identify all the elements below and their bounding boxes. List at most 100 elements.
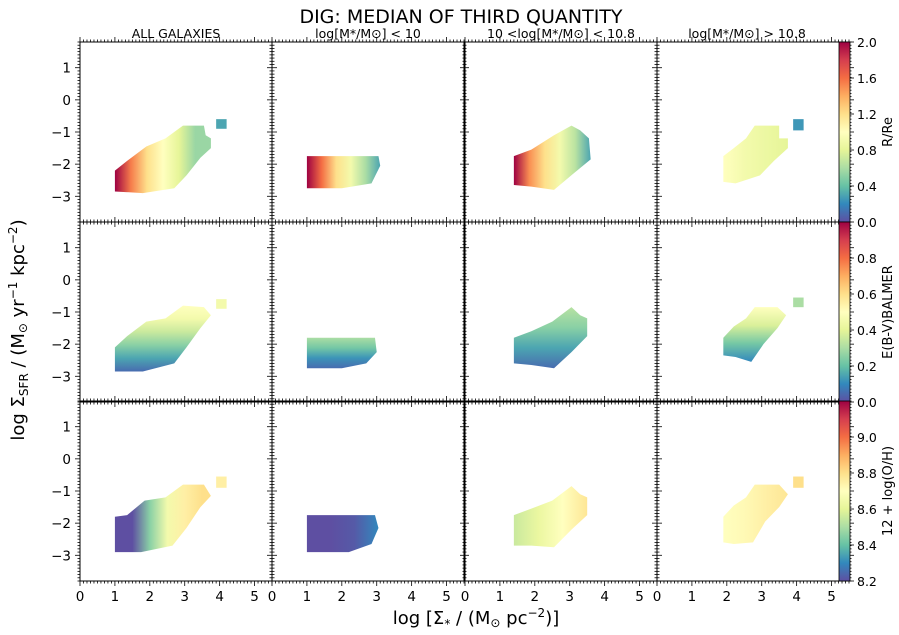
heatmap-region [513, 307, 588, 369]
x-tick-label: 0 [461, 589, 470, 605]
panel-r1-c3 [652, 217, 854, 407]
y-label-sub: SFR [17, 373, 31, 396]
panel-r0-c0: 1 0 −1 −2 −3 [51, 37, 277, 227]
x-tick-label: 0 [653, 589, 662, 605]
x-tick-label: 2 [723, 589, 732, 605]
panel-r1-c0: 1 0 −1 −2 −3 [51, 217, 277, 407]
colorbar-tick-label: 8.6 [857, 502, 877, 517]
x-tick-label: 1 [688, 589, 697, 605]
colorbar-tick-label: 0.0 [857, 395, 877, 410]
x-tick-label: 0 [268, 589, 277, 605]
x-label-sub: * [444, 617, 450, 631]
panel-r2-c0: 1 0 −1 −2 −3 0 1 2 3 4 5 [51, 396, 277, 605]
colorbar-tick-label: 0.6 [857, 287, 877, 302]
y-tick-label: −2 [51, 516, 71, 532]
panel-frame [271, 41, 465, 223]
colorbar-tick-label: 1.2 [857, 107, 877, 122]
y-label-prefix: log Σ [8, 396, 29, 441]
y-tick-label: 1 [62, 61, 71, 77]
heatmap-region [513, 125, 591, 190]
heatmap-region [513, 486, 588, 548]
heatmap-region [723, 484, 788, 545]
colorbar-tick-label: 8.8 [857, 466, 877, 481]
y-tick-label: 0 [62, 273, 71, 289]
y-tick-label: −1 [51, 125, 71, 141]
panel-r1-c2 [460, 217, 662, 407]
heatmap-cell [216, 119, 227, 129]
y-label-end: ) [8, 219, 29, 226]
heatmap-region [306, 337, 377, 369]
heatmap-cell [793, 476, 804, 488]
colorbar-2: 9.0 8.8 8.6 8.4 8.2 12 + log(O/H) [838, 400, 896, 589]
panel-frame [464, 221, 658, 403]
panel-r2-c2: 0 1 2 3 4 5 [460, 396, 662, 605]
heatmap-region [723, 307, 787, 362]
colorbar-label: 12 + log(O/H) [881, 446, 896, 536]
y-tick-label: 0 [62, 452, 71, 468]
colorbar-scale [838, 221, 851, 403]
colorbar-tick-label: 8.4 [857, 538, 877, 553]
x-tick-label: 1 [111, 589, 120, 605]
y-tick-label: −3 [51, 369, 71, 385]
x-tick-label: 4 [215, 589, 224, 605]
x-label-end: )] [545, 608, 559, 629]
panel-r0-c3 [652, 37, 854, 227]
heatmap-region [114, 305, 211, 372]
x-axis-label: log [Σ* / (M⊙ pc−2)] [393, 606, 559, 631]
colorbars: 2.0 1.6 1.2 0.8 0.4 0.0 R/Re 0.8 0.6 0.4 0.2 0.0 E(B… [838, 35, 896, 589]
x-tick-label: 4 [407, 589, 416, 605]
x-label-mid: / (M [450, 608, 490, 629]
colorbar-scale [838, 400, 851, 582]
figure-title: DIG: MEDIAN OF THIRD QUANTITY [299, 6, 622, 28]
x-tick-label: 3 [565, 589, 574, 605]
y-tick-label: −1 [51, 484, 71, 500]
col-title-1: log[M*/M⊙] < 10 [315, 26, 421, 41]
heatmap-cell [216, 299, 227, 309]
x-tick-label: 0 [76, 589, 85, 605]
y-tick-label: 1 [62, 241, 71, 257]
panel-r0-c2 [460, 37, 662, 227]
x-tick-label: 5 [635, 589, 644, 605]
x-tick-label: 2 [146, 589, 155, 605]
colorbar-tick-label: 0.0 [857, 215, 877, 230]
y-label-exp1: −1 [6, 282, 20, 300]
panel-grid: 10−1−2−310−1−2−310−1−2−30 1 2 3 4 5 0 1 2 3 4 5 0 1 2 3… [51, 37, 854, 605]
x-tick-label: 2 [338, 589, 347, 605]
x-label-prefix: log [Σ [393, 608, 445, 629]
x-tick-label: 3 [757, 589, 766, 605]
panel-frame [271, 221, 465, 403]
x-label-exp: −2 [527, 606, 545, 620]
x-label-unit: pc [500, 608, 527, 629]
heatmap-region [723, 125, 788, 184]
colorbar-tick-label: 0.8 [857, 251, 877, 266]
colorbar-tick-label: 2.0 [857, 35, 877, 50]
x-tick-label: 1 [496, 589, 505, 605]
y-tick-label: −1 [51, 305, 71, 321]
heatmap-region [306, 515, 379, 553]
y-label-exp2: −2 [6, 226, 20, 244]
colorbar-tick-label: 0.4 [857, 179, 877, 194]
colorbar-0: 2.0 1.6 1.2 0.8 0.4 0.0 R/Re [838, 35, 896, 230]
panel-frame [464, 400, 658, 582]
y-tick-label: −3 [51, 548, 71, 564]
heatmap-region [114, 125, 211, 194]
colorbar-tick-label: 0.4 [857, 323, 877, 338]
heatmap-cell [793, 297, 804, 308]
x-label-sun: ⊙ [490, 616, 500, 630]
colorbar-label: R/Re [881, 117, 896, 147]
heatmap-region [114, 484, 211, 553]
col-title-3: log[M*/M⊙] > 10.8 [688, 26, 806, 41]
heatmap-region [306, 156, 381, 189]
y-tick-label: −3 [51, 189, 71, 205]
col-title-0: ALL GALAXIES [132, 26, 221, 41]
y-tick-label: 1 [62, 420, 71, 436]
colorbar-label: E(B-V)BALMER [881, 265, 896, 359]
y-label-mid: / (M [8, 333, 29, 373]
panel-r0-c1 [267, 37, 469, 227]
colorbar-tick-label: 8.2 [857, 574, 877, 589]
panel-r1-c1 [267, 217, 469, 407]
y-axis-label: log ΣSFR / (M⊙ yr−1 kpc−2) [6, 219, 31, 440]
colorbar-1: 0.8 0.6 0.4 0.2 0.0 E(B-V)BALMER [838, 221, 896, 410]
y-label-unit2: kpc [8, 244, 29, 281]
